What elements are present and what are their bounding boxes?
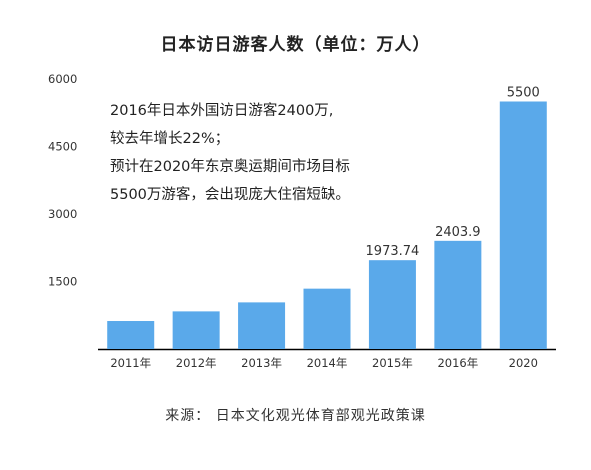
bar [499, 101, 547, 349]
data-label: 2403.9 [435, 225, 481, 240]
y-tick-label: 1500 [48, 275, 77, 289]
chart-x-ticks: 2011年 2012年 2013年 2014年 2015年 2016年 2020 [110, 356, 538, 370]
x-tick-label: 2014年 [307, 356, 348, 370]
y-tick-label: 6000 [48, 72, 77, 86]
source-note: 来源： 日本文化观光体育部观光政策课 [165, 408, 426, 424]
data-label: 1973.74 [366, 244, 420, 259]
bar [434, 240, 482, 349]
bar [303, 288, 351, 349]
chart-bars [107, 101, 547, 349]
bar [172, 311, 220, 349]
y-tick-label: 4500 [48, 140, 77, 154]
y-tick-label: 3000 [48, 207, 77, 221]
x-tick-label: 2016年 [437, 356, 478, 370]
bar [238, 302, 286, 349]
x-tick-label: 2011年 [110, 356, 151, 370]
annotation-line: 预计在2020年东京奥运期间市场目标 [110, 159, 350, 175]
bar [368, 260, 416, 349]
x-tick-label: 2015年 [372, 356, 413, 370]
chart-data-labels: 1973.74 2403.9 5500 [366, 86, 540, 260]
x-tick-label: 2020 [509, 356, 538, 370]
annotation-line: 5500万游客，会出现庞大住宿短缺。 [110, 187, 350, 203]
data-label: 5500 [507, 86, 540, 101]
annotation-line: 较去年增长22%； [110, 131, 230, 147]
x-tick-label: 2012年 [176, 356, 217, 370]
chart-annotation: 2016年日本外国访日游客2400万, 较去年增长22%； 预计在2020年东京… [110, 97, 350, 209]
chart-title: 日本访日游客人数（单位：万人） [160, 35, 431, 55]
chart-y-ticks: 6000 4500 3000 1500 [48, 72, 77, 289]
bar [107, 321, 155, 349]
x-tick-label: 2013年 [241, 356, 282, 370]
annotation-line: 2016年日本外国访日游客2400万, [110, 103, 334, 119]
